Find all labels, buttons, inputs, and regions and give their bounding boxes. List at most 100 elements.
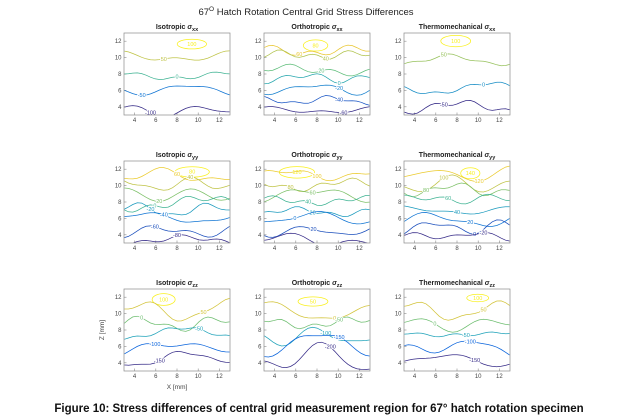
svg-text:8: 8 <box>175 118 179 124</box>
svg-text:10: 10 <box>395 312 402 318</box>
subplot-orthotropic-sigma-yy: Orthotropic σyy 4 6 8 10 12 4 6 8 10 12 120 100 80 60… <box>236 148 376 271</box>
svg-text:6: 6 <box>118 89 122 95</box>
svg-text:8: 8 <box>175 374 179 380</box>
svg-text:60: 60 <box>296 52 302 58</box>
svg-text:12: 12 <box>356 118 363 124</box>
svg-text:-150: -150 <box>334 335 345 341</box>
svg-text:0: 0 <box>338 81 341 87</box>
svg-text:6: 6 <box>258 217 262 223</box>
svg-text:10: 10 <box>335 118 342 124</box>
svg-text:10: 10 <box>255 184 262 190</box>
svg-text:-80: -80 <box>173 233 181 239</box>
svg-text:-40: -40 <box>335 98 343 104</box>
subplot-thermomechanical-sigma-zz: Thermomechanical σzz 4 6 8 10 12 4 6 8 10 12 100 50… <box>376 276 516 399</box>
svg-text:12: 12 <box>496 118 503 124</box>
svg-text:4: 4 <box>133 374 137 380</box>
subplot-isotropic-sigma-xx: Isotropic σxx 4 6 8 10 12 4 6 8 10 12 100 50 0 -50 -10… <box>96 20 236 143</box>
svg-text:-150: -150 <box>469 358 480 364</box>
svg-text:8: 8 <box>258 200 262 206</box>
svg-text:12: 12 <box>356 374 363 380</box>
svg-text:-50: -50 <box>462 333 470 339</box>
svg-text:-40: -40 <box>317 243 325 249</box>
svg-text:-50: -50 <box>138 93 146 99</box>
contour-plot: 4 6 8 10 12 4 6 8 10 12 100 50 0 -50 <box>395 32 511 124</box>
svg-text:20: 20 <box>310 211 316 217</box>
svg-text:-100: -100 <box>465 339 476 345</box>
subplot-thermomechanical-sigma-yy: Thermomechanical σyy 4 6 8 10 12 4 6 8 10 12 140 12… <box>376 148 516 271</box>
svg-text:120: 120 <box>292 170 301 176</box>
svg-text:12: 12 <box>496 246 503 252</box>
svg-text:10: 10 <box>475 374 482 380</box>
svg-text:4: 4 <box>133 246 137 252</box>
svg-text:60: 60 <box>174 172 180 178</box>
svg-text:8: 8 <box>118 328 122 334</box>
svg-text:4: 4 <box>133 118 137 124</box>
svg-text:4: 4 <box>118 105 122 111</box>
contour-plot: 4 6 8 10 12 4 6 8 10 12 100 50 0 -50 -100 <box>115 32 231 124</box>
svg-text:100: 100 <box>439 176 448 182</box>
subplot-isotropic-sigma-zz: Isotropic σzz 4 6 8 10 12 4 6 8 10 12 100 50 0 -50 -10… <box>96 276 236 399</box>
svg-text:-20: -20 <box>147 207 155 213</box>
subplot-title: Orthotropic σzz <box>292 280 343 289</box>
contour-plot: 4 6 8 10 12 4 6 8 10 12 80 60 40 20 0-20 -40 -60 <box>255 32 371 124</box>
svg-text:40: 40 <box>187 175 193 181</box>
svg-text:8: 8 <box>315 118 319 124</box>
svg-text:8: 8 <box>118 72 122 78</box>
svg-text:-100: -100 <box>145 110 156 116</box>
svg-text:8: 8 <box>455 118 459 124</box>
svg-text:0: 0 <box>433 322 436 328</box>
svg-text:4: 4 <box>413 374 417 380</box>
subplot-title: Isotropic σyy <box>156 152 199 161</box>
figure-title: 67O Hatch Rotation Central Grid Stress D… <box>96 6 516 18</box>
contour-plot: 4 6 8 10 12 4 6 8 10 12 50 0-50 -100-150 -200 <box>255 288 371 380</box>
svg-text:-150: -150 <box>154 359 165 365</box>
svg-text:50: 50 <box>480 308 486 314</box>
svg-text:40: 40 <box>305 199 311 205</box>
svg-text:60: 60 <box>445 196 451 202</box>
y-axis-label: Z [mm] <box>99 320 106 340</box>
svg-text:-20: -20 <box>480 231 488 237</box>
svg-text:4: 4 <box>398 361 402 367</box>
svg-text:8: 8 <box>315 246 319 252</box>
svg-text:100: 100 <box>312 174 321 180</box>
svg-text:140: 140 <box>466 171 475 177</box>
svg-text:0: 0 <box>153 203 156 209</box>
svg-text:12: 12 <box>216 374 223 380</box>
svg-text:10: 10 <box>195 374 202 380</box>
svg-text:8: 8 <box>258 328 262 334</box>
svg-text:4: 4 <box>398 105 402 111</box>
svg-text:20: 20 <box>467 220 473 226</box>
svg-text:-20: -20 <box>309 227 317 233</box>
figure-title-number: 67 <box>198 7 210 19</box>
svg-text:12: 12 <box>356 246 363 252</box>
svg-text:50: 50 <box>200 310 206 316</box>
subplot-isotropic-sigma-yy: Isotropic σyy 4 6 8 10 12 4 6 8 10 12 80 60 40 20 0 -20… <box>96 148 236 271</box>
svg-text:6: 6 <box>154 246 158 252</box>
svg-text:8: 8 <box>455 246 459 252</box>
svg-text:4: 4 <box>413 118 417 124</box>
svg-text:12: 12 <box>395 39 402 45</box>
svg-text:80: 80 <box>423 188 429 194</box>
subplot-title: Isotropic σxx <box>156 24 199 33</box>
svg-text:100: 100 <box>159 297 168 303</box>
svg-text:10: 10 <box>255 56 262 62</box>
svg-text:8: 8 <box>175 246 179 252</box>
svg-text:6: 6 <box>434 118 438 124</box>
svg-text:10: 10 <box>335 374 342 380</box>
svg-text:12: 12 <box>395 167 402 173</box>
svg-text:8: 8 <box>455 374 459 380</box>
svg-text:6: 6 <box>154 118 158 124</box>
svg-text:80: 80 <box>312 43 318 49</box>
svg-text:4: 4 <box>413 246 417 252</box>
svg-text:6: 6 <box>398 345 402 351</box>
svg-text:40: 40 <box>454 210 460 216</box>
svg-text:10: 10 <box>115 184 122 190</box>
svg-text:40: 40 <box>323 57 329 63</box>
svg-text:12: 12 <box>255 39 262 45</box>
svg-text:10: 10 <box>195 246 202 252</box>
svg-text:4: 4 <box>258 105 262 111</box>
svg-text:-50: -50 <box>335 318 343 324</box>
